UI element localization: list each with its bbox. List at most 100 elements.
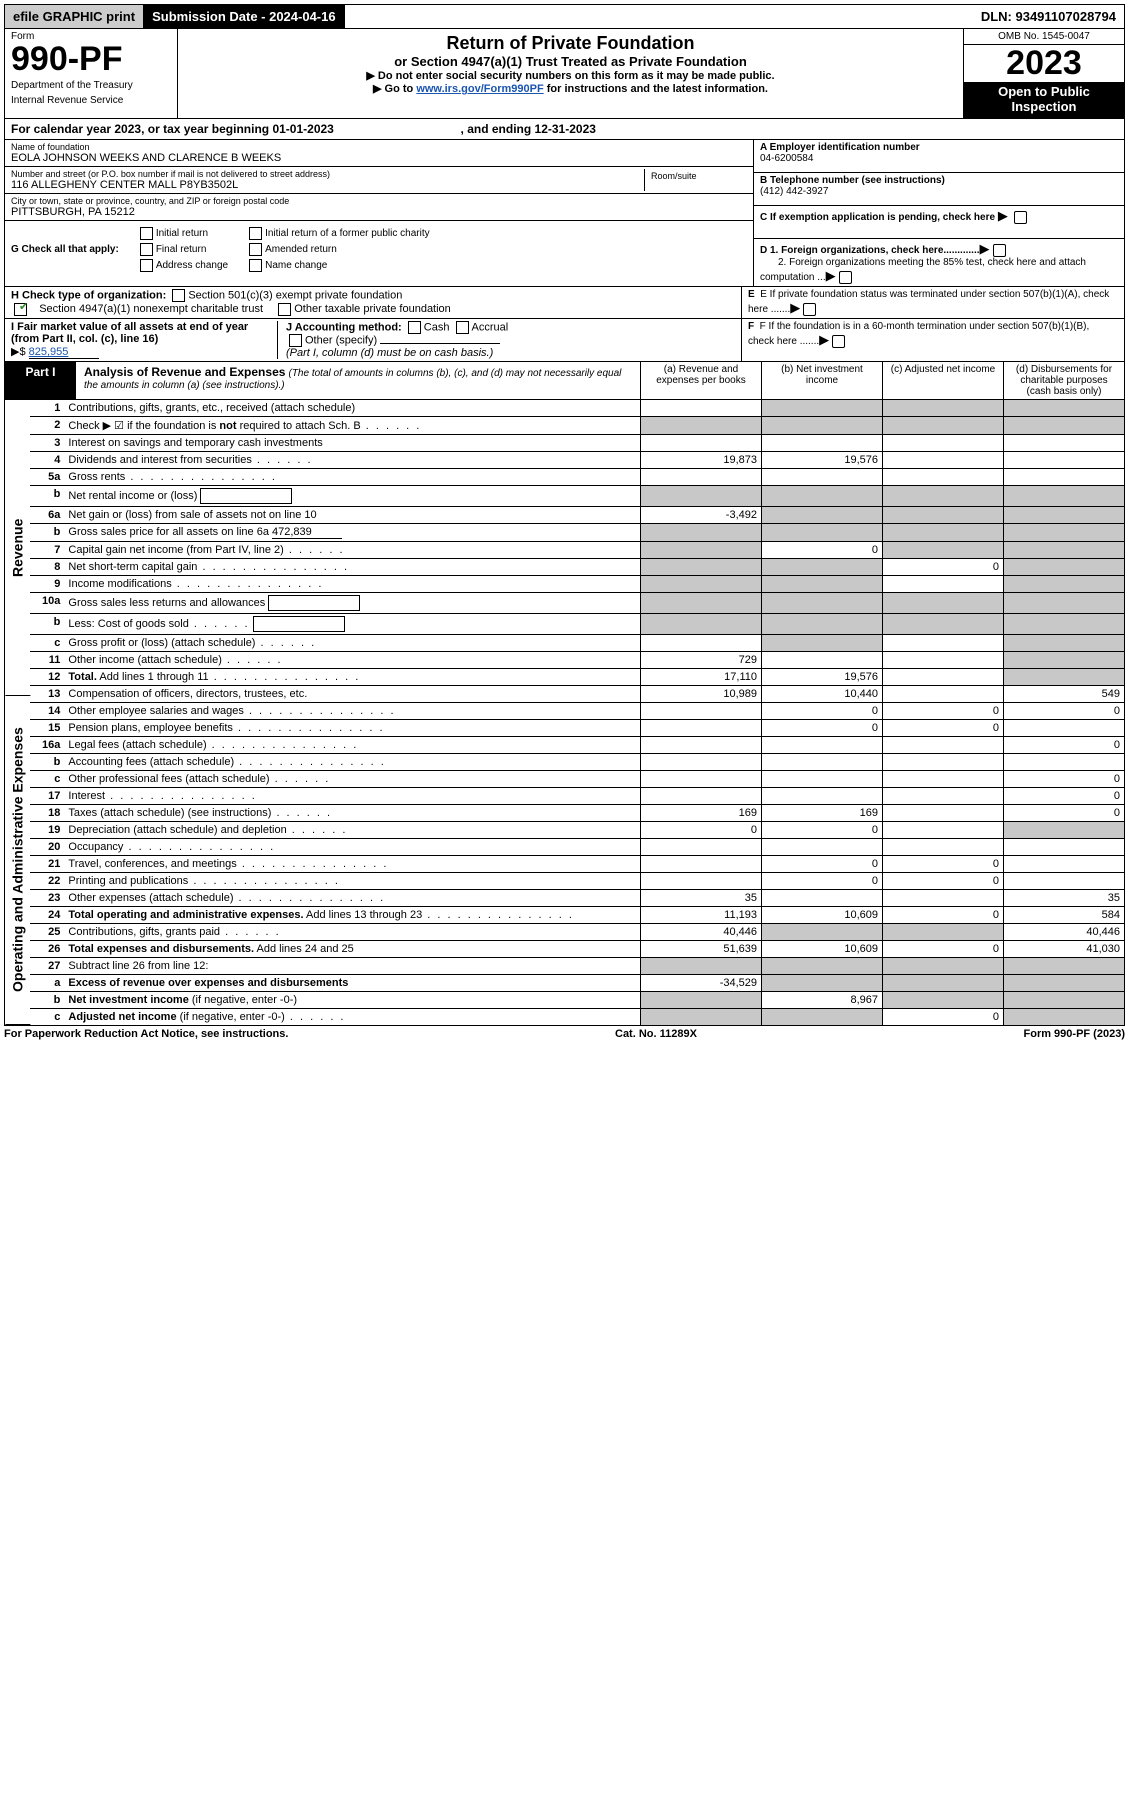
line-desc: Gross sales price for all assets on line… (64, 524, 640, 542)
col-b-cell (762, 593, 883, 614)
instr-goto-post: for instructions and the latest informat… (544, 83, 768, 95)
check-final-return[interactable] (140, 243, 153, 256)
line-row: bLess: Cost of goods sold (30, 614, 1124, 635)
col-c-cell (883, 669, 1004, 686)
form-header: Form 990-PF Department of the Treasury I… (4, 29, 1125, 119)
check-501c3[interactable] (172, 289, 185, 302)
part1-title: Analysis of Revenue and Expenses (84, 365, 285, 379)
line-desc: Check ▶ ☑ if the foundation is not requi… (64, 417, 640, 435)
line-desc: Interest on savings and temporary cash i… (64, 435, 640, 452)
col-b-cell (762, 890, 883, 907)
check-exemption-pending[interactable] (1014, 211, 1027, 224)
form-number: 990-PF (11, 42, 171, 76)
line-number: 12 (30, 669, 64, 686)
col-a-cell (641, 754, 762, 771)
line-number: 19 (30, 822, 64, 839)
form-990pf-link[interactable]: www.irs.gov/Form990PF (416, 83, 543, 95)
col-d-cell: 0 (1004, 771, 1125, 788)
col-a-cell: 729 (641, 652, 762, 669)
col-a-cell (641, 576, 762, 593)
line-number: 3 (30, 435, 64, 452)
check-terminated[interactable] (803, 303, 816, 316)
h-o2: Section 4947(a)(1) nonexempt charitable … (39, 303, 263, 315)
col-a-cell (641, 435, 762, 452)
col-d-cell (1004, 754, 1125, 771)
check-initial-return[interactable] (140, 227, 153, 240)
line-desc: Taxes (attach schedule) (see instruction… (64, 805, 640, 822)
check-60month[interactable] (832, 335, 845, 348)
f-text: F If the foundation is in a 60-month ter… (748, 321, 1089, 347)
line-row: 18Taxes (attach schedule) (see instructi… (30, 805, 1124, 822)
line-number: b (30, 614, 64, 635)
check-accrual[interactable] (456, 321, 469, 334)
col-c-cell: 0 (883, 856, 1004, 873)
col-b-cell (762, 975, 883, 992)
col-b-cell (762, 507, 883, 524)
efile-print-button[interactable]: efile GRAPHIC print (5, 5, 144, 28)
line-row: 27Subtract line 26 from line 12: (30, 958, 1124, 975)
check-other-method[interactable] (289, 334, 302, 347)
omb-number: OMB No. 1545-0047 (964, 29, 1124, 45)
line-desc: Compensation of officers, directors, tru… (64, 686, 640, 703)
line-desc: Subtract line 26 from line 12: (64, 958, 640, 975)
col-c-cell (883, 686, 1004, 703)
col-a-cell (641, 856, 762, 873)
ij-row: I Fair market value of all assets at end… (4, 319, 1125, 362)
col-d-cell (1004, 524, 1125, 542)
fmv-assets[interactable]: 825,955 (29, 346, 99, 359)
instr-goto: ▶ Go to www.irs.gov/Form990PF for instru… (186, 82, 955, 95)
line-number: 18 (30, 805, 64, 822)
col-d-head: (d) Disbursements for charitable purpose… (1003, 362, 1124, 399)
check-address-change[interactable] (140, 259, 153, 272)
col-d-cell (1004, 635, 1125, 652)
check-cash[interactable] (408, 321, 421, 334)
c-label: C If exemption application is pending, c… (760, 212, 995, 223)
g-o5: Address change (156, 261, 228, 272)
check-initial-former[interactable] (249, 227, 262, 240)
col-a-cell (641, 469, 762, 486)
col-d-cell (1004, 593, 1125, 614)
col-c-cell: 0 (883, 720, 1004, 737)
line-row: 19Depreciation (attach schedule) and dep… (30, 822, 1124, 839)
col-d-cell (1004, 452, 1125, 469)
line-desc: Gross sales less returns and allowances (64, 593, 640, 614)
line-row: 8Net short-term capital gain0 (30, 559, 1124, 576)
line-row: 4Dividends and interest from securities1… (30, 452, 1124, 469)
foundation-name: EOLA JOHNSON WEEKS AND CLARENCE B WEEKS (11, 152, 747, 164)
footer-cat: Cat. No. 11289X (615, 1028, 697, 1040)
check-85pct[interactable] (839, 271, 852, 284)
line-row: 13Compensation of officers, directors, t… (30, 686, 1124, 703)
col-a-cell: 11,193 (641, 907, 762, 924)
col-c-cell: 0 (883, 703, 1004, 720)
col-b-cell: 10,440 (762, 686, 883, 703)
col-b-cell (762, 469, 883, 486)
line-number: a (30, 975, 64, 992)
check-foreign-org[interactable] (993, 244, 1006, 257)
check-amended[interactable] (249, 243, 262, 256)
col-d-cell (1004, 486, 1125, 507)
line-number: 25 (30, 924, 64, 941)
col-a-cell (641, 873, 762, 890)
city-label: City or town, state or province, country… (11, 196, 747, 206)
calendar-year-row: For calendar year 2023, or tax year begi… (4, 119, 1125, 140)
check-other-taxable[interactable] (278, 303, 291, 316)
col-a-cell (641, 703, 762, 720)
line-desc: Accounting fees (attach schedule) (64, 754, 640, 771)
line-row: cGross profit or (loss) (attach schedule… (30, 635, 1124, 652)
col-b-cell: 10,609 (762, 907, 883, 924)
g-o4: Amended return (265, 245, 337, 256)
line-desc: Net investment income (if negative, ente… (64, 992, 640, 1009)
col-b-cell (762, 924, 883, 941)
line-number: 13 (30, 686, 64, 703)
col-b-cell (762, 576, 883, 593)
vtab-revenue: Revenue (5, 400, 30, 696)
line-row: 5aGross rents (30, 469, 1124, 486)
g-o1: Initial return (156, 229, 208, 240)
line-desc: Gross profit or (loss) (attach schedule) (64, 635, 640, 652)
col-a-cell (641, 542, 762, 559)
col-b-cell (762, 754, 883, 771)
caly-begin: 01-01-2023 (272, 122, 333, 136)
line-number: 20 (30, 839, 64, 856)
part1-label: Part I (5, 362, 76, 399)
check-name-change[interactable] (249, 259, 262, 272)
